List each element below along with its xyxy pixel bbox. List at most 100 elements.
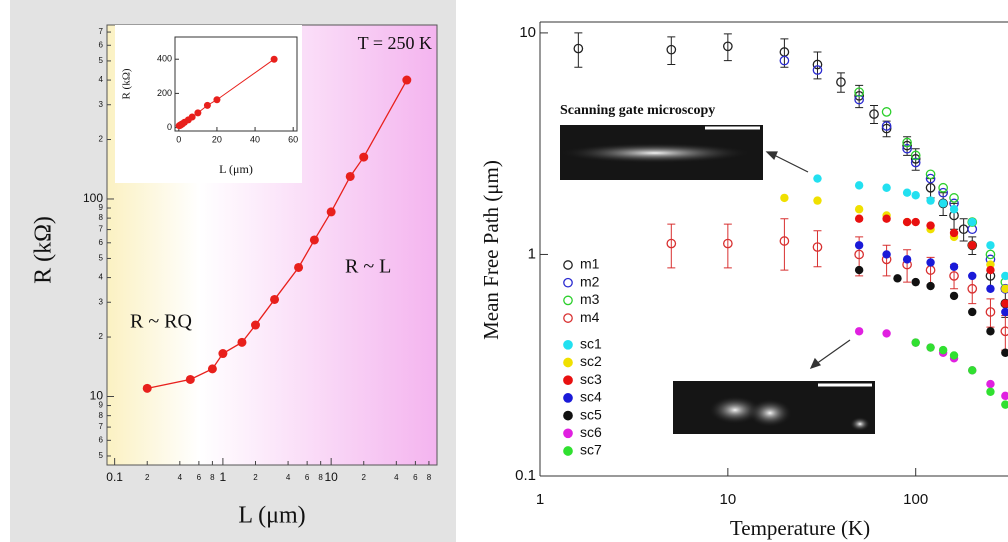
inset-x-tick-label: 20 xyxy=(212,134,222,144)
data-point xyxy=(143,384,152,393)
legend-label: m3 xyxy=(580,291,600,307)
inset-y-title: R (kΩ) xyxy=(121,68,133,99)
data-point xyxy=(893,274,901,282)
data-point xyxy=(986,250,994,258)
error-bar xyxy=(870,106,878,124)
legend-label: sc6 xyxy=(580,424,602,440)
inset-point xyxy=(204,102,211,109)
y-tick-label: 3 xyxy=(99,100,104,109)
inset-y-tick-label: 200 xyxy=(157,88,172,98)
sgm-image-1 xyxy=(560,125,763,180)
figure: T = 250 K R ~ RQ R ~ L L (μm) R (kΩ) L (… xyxy=(0,0,1008,542)
data-point xyxy=(327,207,336,216)
data-point xyxy=(939,199,947,207)
data-point xyxy=(882,250,890,258)
x-axis-title: L (μm) xyxy=(238,503,305,529)
legend-label: sc3 xyxy=(580,371,602,387)
legend-label: sc4 xyxy=(580,389,602,405)
data-point xyxy=(911,278,919,286)
data-point xyxy=(402,76,411,85)
inset-x-tick-label: 60 xyxy=(288,134,298,144)
error-bar xyxy=(667,37,675,65)
inset-point xyxy=(189,113,196,120)
y-tick-label: 7 xyxy=(99,27,104,36)
y-tick-label: 10 xyxy=(90,389,104,403)
x-tick-label: 2 xyxy=(253,473,258,482)
x-tick-label: 8 xyxy=(210,473,215,482)
data-point xyxy=(903,255,911,263)
data-point xyxy=(926,258,934,266)
x-tick-label: 8 xyxy=(318,473,323,482)
error-bar xyxy=(903,250,911,282)
legend-label: sc2 xyxy=(580,353,602,369)
legend-marker xyxy=(564,429,572,437)
error-bar xyxy=(883,245,891,276)
sgm-image-2 xyxy=(673,381,875,434)
data-point xyxy=(968,241,976,249)
plot-points xyxy=(574,33,1008,409)
y-axis-title: Mean Free Path (μm) xyxy=(479,160,503,340)
inset-y-tick-label: 400 xyxy=(157,54,172,64)
x-tick-label: 10 xyxy=(720,491,737,508)
error-bar xyxy=(1001,316,1008,351)
y-tick-label: 4 xyxy=(99,75,104,84)
data-point xyxy=(359,153,368,162)
data-point xyxy=(968,218,976,226)
legend-marker xyxy=(564,376,572,384)
y-tick-label: 2 xyxy=(99,332,104,341)
legend-marker xyxy=(564,394,572,402)
data-point xyxy=(911,191,919,199)
x-tick-label: 6 xyxy=(197,473,202,482)
y-tick-label: 6 xyxy=(99,238,104,247)
y-tick-label: 5 xyxy=(99,254,104,263)
data-point xyxy=(270,295,279,304)
data-point xyxy=(855,205,863,213)
x-tick-label: 1 xyxy=(536,491,544,508)
data-point xyxy=(950,292,958,300)
data-point xyxy=(950,263,958,271)
y-tick-label: 0.1 xyxy=(515,467,536,484)
error-bar xyxy=(724,34,732,61)
y-tick-label: 5 xyxy=(99,56,104,65)
annotation: T = 250 K xyxy=(358,33,432,53)
legend-marker xyxy=(564,447,572,455)
x-tick-label: 6 xyxy=(305,473,310,482)
y-tick-label: 6 xyxy=(99,40,104,49)
inset-point xyxy=(271,56,278,63)
inset-x-tick-label: 0 xyxy=(176,134,181,144)
data-point xyxy=(882,184,890,192)
legend-marker xyxy=(564,314,572,322)
data-point xyxy=(1001,308,1008,316)
inset-x-title: L (μm) xyxy=(219,162,253,176)
x-tick-label: 4 xyxy=(394,473,399,482)
x-tick-label: 8 xyxy=(427,473,432,482)
inset-point xyxy=(213,96,220,103)
x-tick-label: 4 xyxy=(178,473,183,482)
y-tick-label: 1 xyxy=(528,245,536,262)
data-point xyxy=(986,327,994,335)
inset-y-tick-label: 0 xyxy=(167,122,172,132)
data-point xyxy=(950,194,958,202)
inset-x-tick-label: 40 xyxy=(250,134,260,144)
data-point xyxy=(968,366,976,374)
data-point xyxy=(903,218,911,226)
data-point xyxy=(813,196,821,204)
y-tick-label: 7 xyxy=(99,422,104,431)
y-tick-label: 4 xyxy=(99,273,104,282)
page: T = 250 K R ~ RQ R ~ L L (μm) R (kΩ) L (… xyxy=(0,0,1008,542)
y-tick-label: 2 xyxy=(99,135,104,144)
data-point xyxy=(986,380,994,388)
data-point xyxy=(926,221,934,229)
x-tick-label: 10 xyxy=(324,470,338,484)
data-point xyxy=(1001,327,1008,335)
data-point xyxy=(882,215,890,223)
data-point xyxy=(950,229,958,237)
y-tick-label: 8 xyxy=(99,213,104,222)
x-tick-label: 1 xyxy=(220,470,227,484)
legend-label: sc7 xyxy=(580,442,602,458)
annotation: R ~ RQ xyxy=(130,311,193,333)
x-tick-label: 100 xyxy=(903,491,928,508)
data-point xyxy=(911,338,919,346)
annotation: R ~ L xyxy=(345,256,391,278)
legend-marker xyxy=(564,358,572,366)
